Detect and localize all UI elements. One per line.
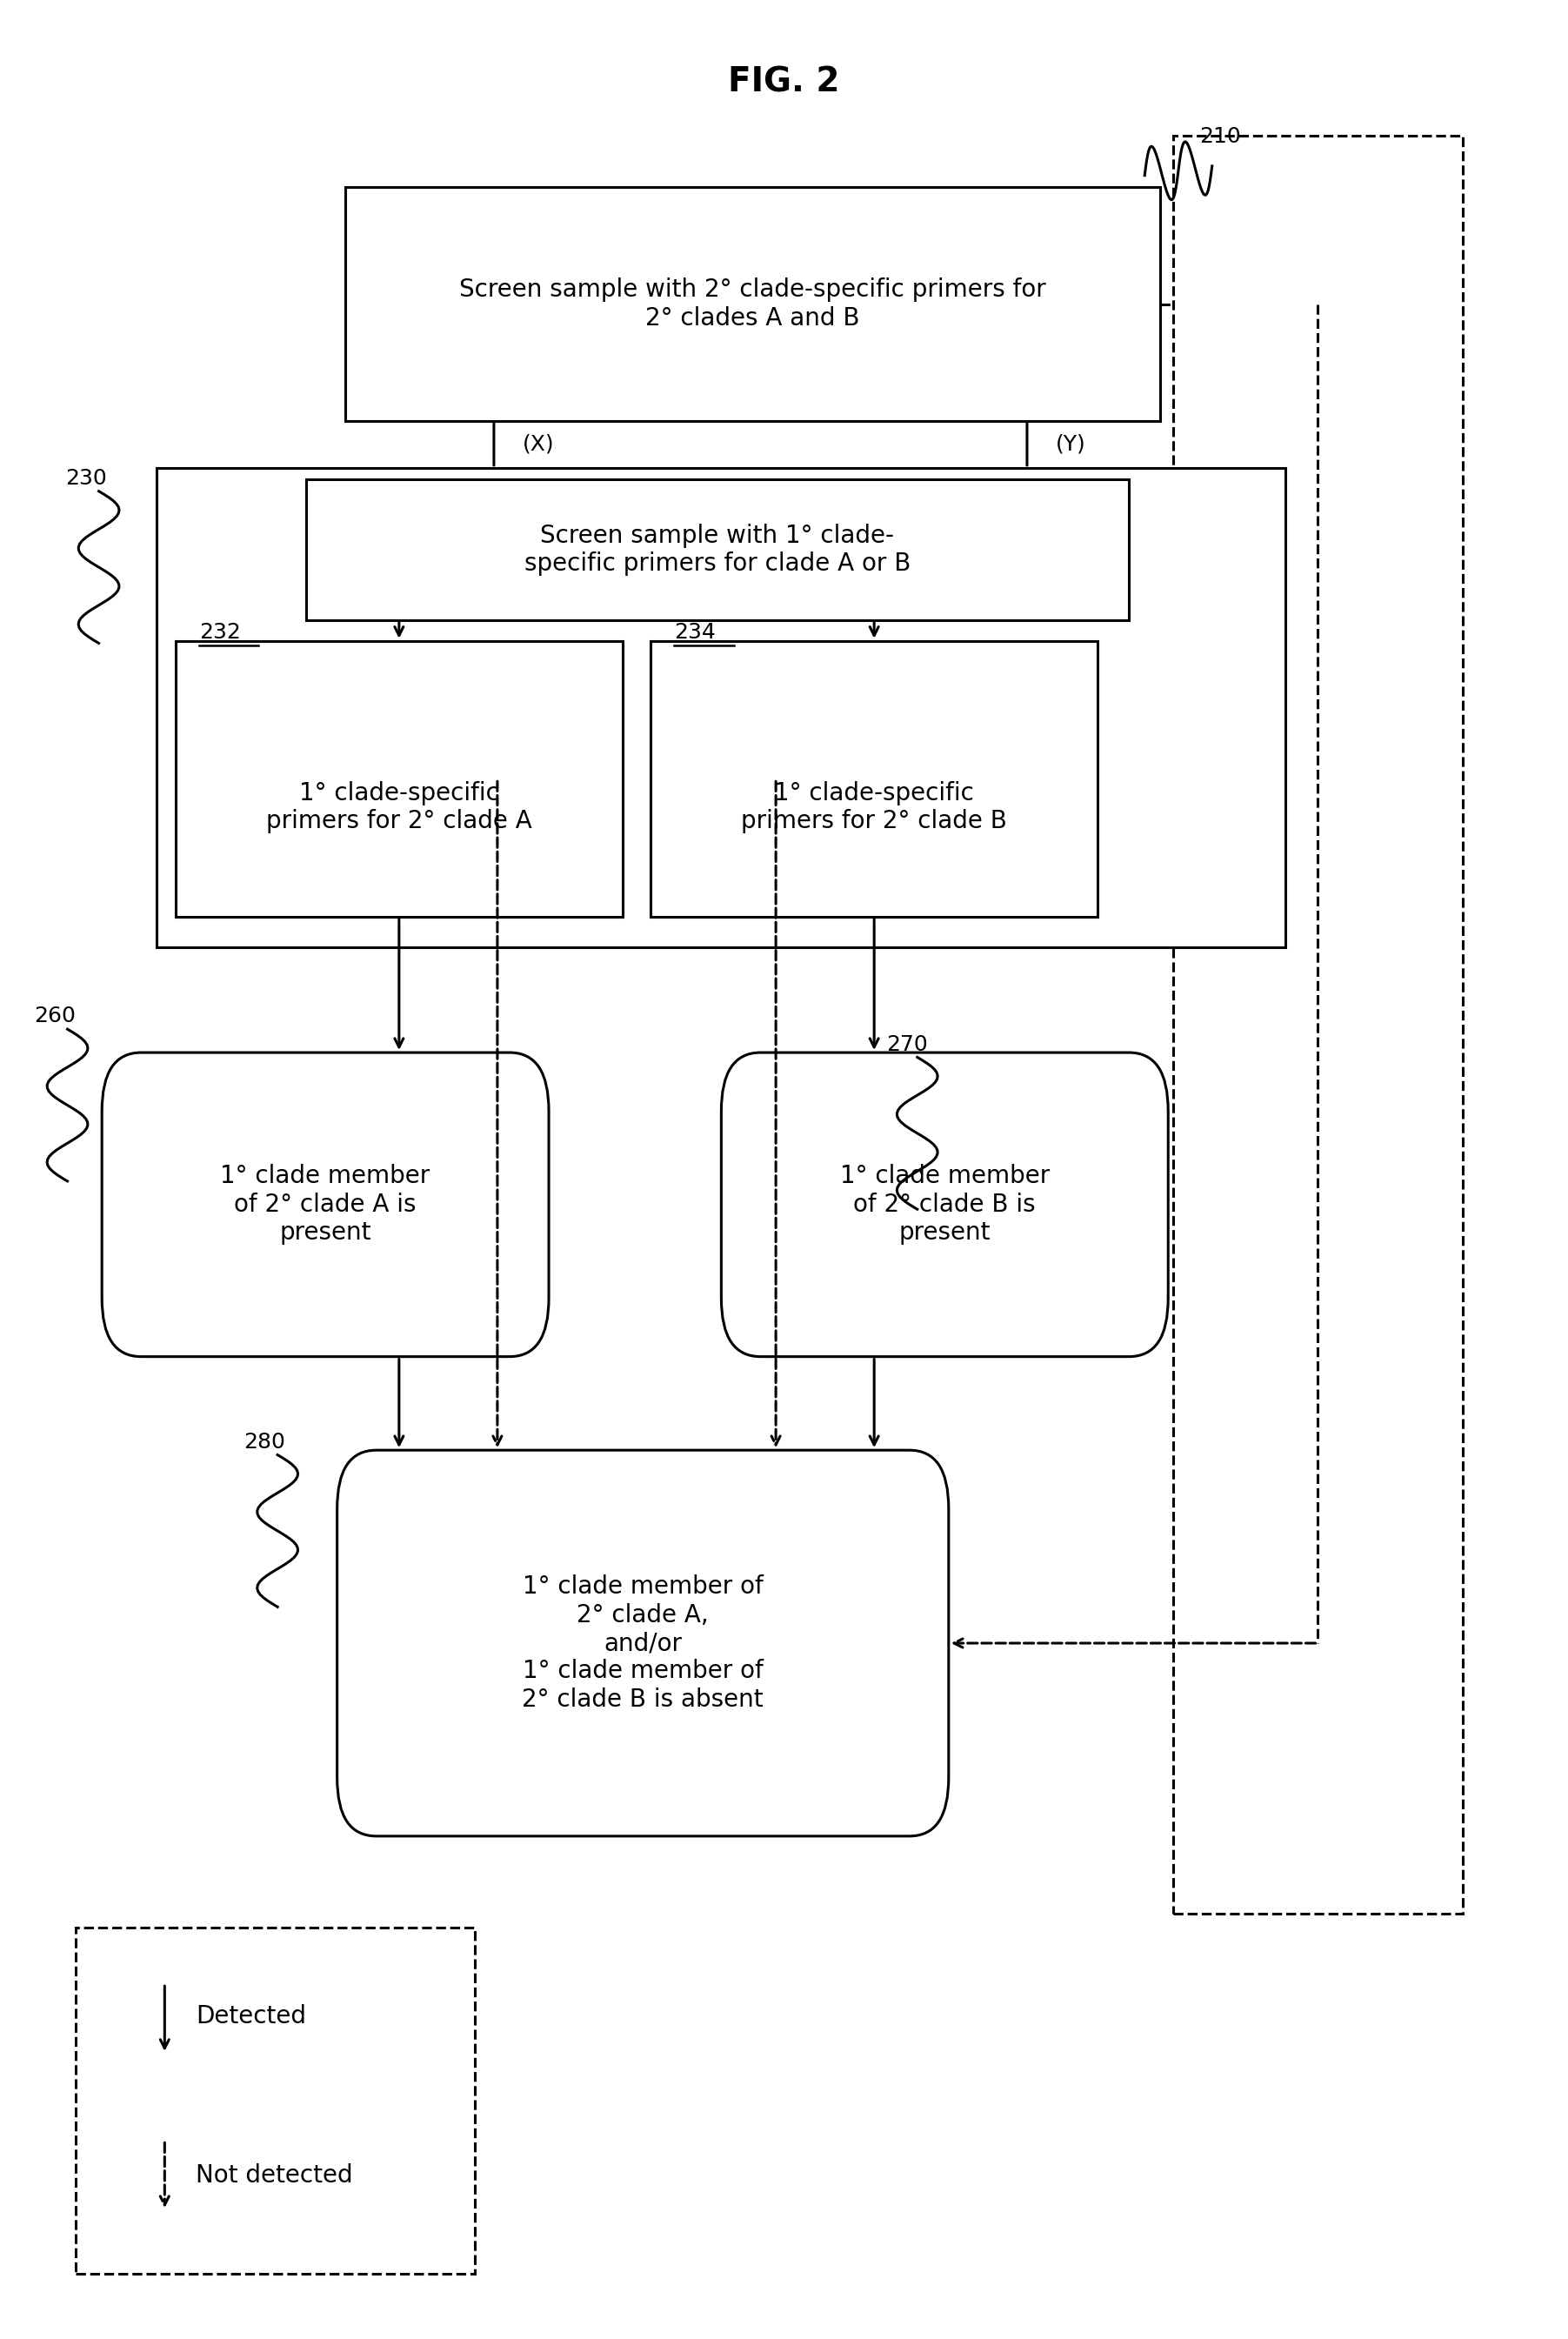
Text: 1° clade member
of 2° clade B is
present: 1° clade member of 2° clade B is present bbox=[840, 1165, 1049, 1244]
FancyBboxPatch shape bbox=[157, 468, 1286, 947]
Text: 234: 234 bbox=[674, 622, 717, 643]
Text: 1° clade member
of 2° clade A is
present: 1° clade member of 2° clade A is present bbox=[221, 1165, 430, 1244]
Text: 232: 232 bbox=[199, 622, 241, 643]
Text: 230: 230 bbox=[66, 468, 107, 489]
Text: Detected: Detected bbox=[196, 2005, 306, 2028]
FancyBboxPatch shape bbox=[176, 641, 622, 917]
Text: (Y): (Y) bbox=[1055, 435, 1085, 454]
Text: (X): (X) bbox=[522, 435, 554, 454]
Text: 210: 210 bbox=[1200, 126, 1240, 147]
Text: Screen sample with 2° clade-specific primers for
2° clades A and B: Screen sample with 2° clade-specific pri… bbox=[459, 278, 1046, 330]
Text: 1° clade member of
2° clade A,
and/or
1° clade member of
2° clade B is absent: 1° clade member of 2° clade A, and/or 1°… bbox=[522, 1574, 764, 1712]
FancyBboxPatch shape bbox=[337, 1450, 949, 1836]
Text: 270: 270 bbox=[886, 1034, 927, 1055]
FancyBboxPatch shape bbox=[345, 187, 1160, 421]
FancyBboxPatch shape bbox=[721, 1053, 1168, 1357]
Text: 280: 280 bbox=[243, 1431, 285, 1453]
Text: 260: 260 bbox=[33, 1006, 75, 1027]
Text: 1° clade-specific
primers for 2° clade A: 1° clade-specific primers for 2° clade A bbox=[267, 781, 532, 833]
FancyBboxPatch shape bbox=[75, 1927, 475, 2274]
FancyBboxPatch shape bbox=[102, 1053, 549, 1357]
Text: FIG. 2: FIG. 2 bbox=[728, 65, 840, 98]
Text: Screen sample with 1° clade-
specific primers for clade A or B: Screen sample with 1° clade- specific pr… bbox=[524, 524, 911, 575]
FancyBboxPatch shape bbox=[651, 641, 1098, 917]
Text: 1° clade-specific
primers for 2° clade B: 1° clade-specific primers for 2° clade B bbox=[742, 781, 1007, 833]
Text: Not detected: Not detected bbox=[196, 2164, 353, 2187]
FancyBboxPatch shape bbox=[306, 479, 1129, 620]
